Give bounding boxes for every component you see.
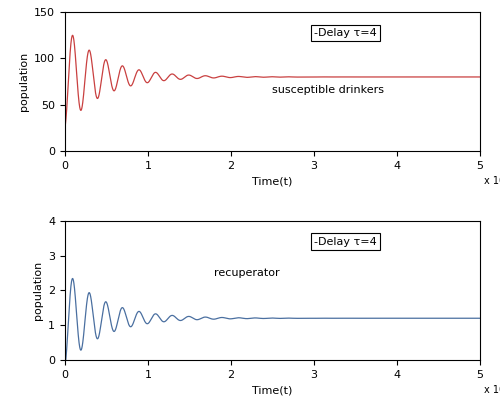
- X-axis label: Time(t): Time(t): [252, 176, 292, 186]
- Text: -Delay τ=4: -Delay τ=4: [314, 237, 377, 247]
- Text: susceptible drinkers: susceptible drinkers: [272, 85, 384, 95]
- X-axis label: Time(t): Time(t): [252, 385, 292, 395]
- Text: x 10⁴: x 10⁴: [484, 176, 500, 186]
- Y-axis label: population: population: [18, 52, 28, 111]
- Y-axis label: population: population: [32, 261, 42, 320]
- Text: recuperator: recuperator: [214, 268, 280, 278]
- Text: x 10⁴: x 10⁴: [484, 385, 500, 395]
- Text: -Delay τ=4: -Delay τ=4: [314, 28, 377, 38]
